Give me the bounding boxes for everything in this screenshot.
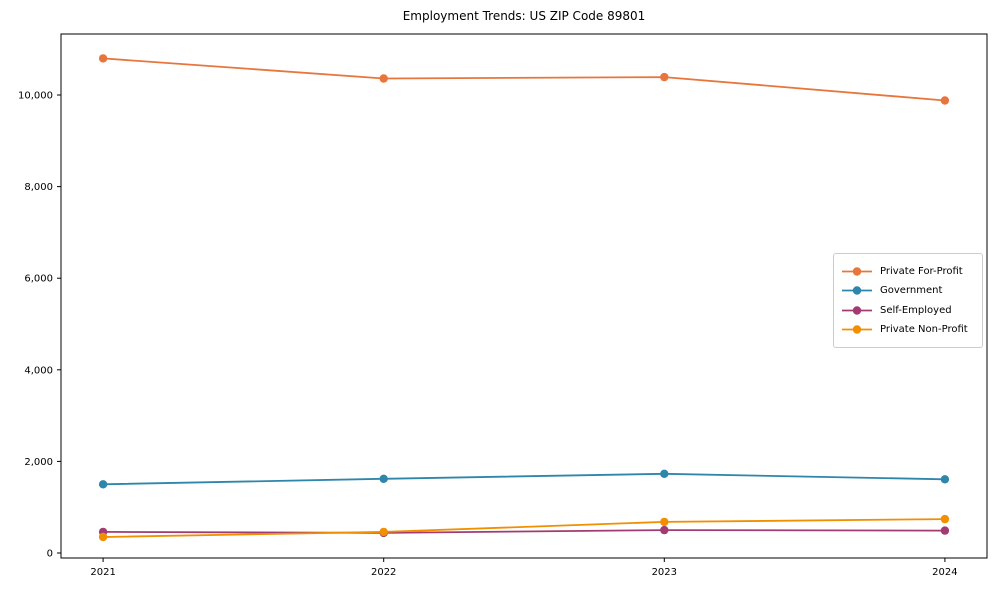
legend-item-government: Government xyxy=(841,285,975,296)
legend-item-self-employed: Self-Employed xyxy=(841,305,975,316)
data-point-private-for-profit-2022 xyxy=(379,74,388,83)
legend-swatch-icon xyxy=(842,306,872,315)
chart-title: Employment Trends: US ZIP Code 89801 xyxy=(402,9,646,23)
series-line-self-employed xyxy=(103,529,945,534)
legend-swatch-icon xyxy=(842,286,872,295)
x-tick-label: 2024 xyxy=(932,567,957,578)
y-tick-label: 2,000 xyxy=(24,457,53,468)
legend-swatch-icon xyxy=(842,266,872,276)
x-tick-label: 2021 xyxy=(90,567,115,578)
data-point-self-employed-2024 xyxy=(940,526,950,535)
legend-item-private-for-profit: Private For-Profit xyxy=(841,266,975,277)
legend-label: Private For-Profit xyxy=(880,265,963,277)
series-line-government xyxy=(103,472,945,486)
legend-label: Government xyxy=(880,285,943,297)
legend: Private For-Profit Government Self-Employe… xyxy=(833,253,983,348)
x-tick-label: 2023 xyxy=(652,567,677,578)
data-point-government-2021 xyxy=(98,480,108,489)
data-point-government-2024 xyxy=(940,475,950,484)
legend-label: Private Non-Profit xyxy=(880,324,968,336)
legend-label: Self-Employed xyxy=(880,304,952,316)
data-point-government-2023 xyxy=(660,469,669,478)
plot-frame xyxy=(60,33,988,559)
data-point-private-non-profit-2023 xyxy=(660,517,669,527)
legend-swatch-icon xyxy=(842,325,872,335)
y-tick-label: 0 xyxy=(47,549,53,560)
data-point-private-for-profit-2024 xyxy=(940,96,950,105)
y-tick-label: 8,000 xyxy=(24,182,53,193)
y-tick-label: 4,000 xyxy=(24,365,53,376)
data-point-self-employed-2023 xyxy=(660,525,669,535)
legend-item-private-non-profit: Private Non-Profit xyxy=(841,324,975,335)
y-tick-label: 6,000 xyxy=(24,274,53,285)
series-line-private-non-profit xyxy=(103,518,945,538)
data-point-private-for-profit-2021 xyxy=(98,54,108,63)
y-tick-label: 10,000 xyxy=(18,91,53,102)
data-point-private-non-profit-2024 xyxy=(940,514,950,524)
data-point-private-for-profit-2023 xyxy=(660,72,669,82)
x-tick-label: 2022 xyxy=(371,567,396,578)
data-point-government-2022 xyxy=(379,474,388,483)
data-point-private-non-profit-2021 xyxy=(98,532,108,542)
series-line-private-for-profit xyxy=(103,57,945,102)
data-point-private-non-profit-2022 xyxy=(379,527,388,537)
